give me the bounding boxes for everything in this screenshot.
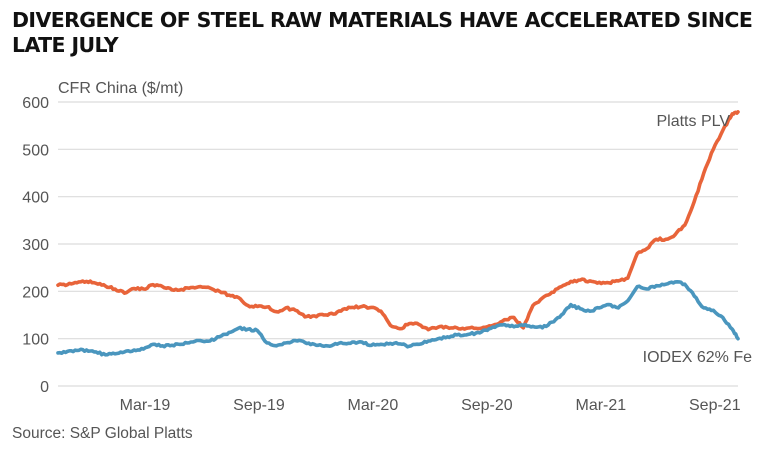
y-tick-label: 0	[40, 379, 49, 396]
x-tick-label: Mar-19	[120, 397, 171, 414]
y-tick-label: 400	[22, 190, 49, 207]
series-line-platts-plv	[56, 110, 740, 332]
y-tick-label: 200	[22, 284, 49, 301]
series-label-platts-plv: Platts PLV	[656, 113, 730, 130]
x-tick-label: Mar-20	[348, 397, 399, 414]
x-tick-label: Mar-21	[575, 397, 626, 414]
x-tick-label: Sep-21	[689, 397, 741, 414]
series-line-iodex-62-fe	[56, 280, 740, 357]
series-label-iodex: IODEX 62% Fe	[643, 349, 752, 366]
x-tick-label: Sep-19	[233, 397, 285, 414]
chart-title: DIVERGENCE OF STEEL RAW MATERIALS HAVE A…	[12, 8, 753, 57]
source-note: Source: S&P Global Platts	[12, 425, 193, 442]
y-tick-label: 600	[22, 95, 49, 112]
y-tick-label: 300	[22, 237, 49, 254]
y-axis-label: CFR China ($/mt)	[58, 80, 184, 97]
x-tick-label: Sep-20	[461, 397, 513, 414]
y-tick-label: 100	[22, 332, 49, 349]
y-tick-label: 500	[22, 142, 49, 159]
